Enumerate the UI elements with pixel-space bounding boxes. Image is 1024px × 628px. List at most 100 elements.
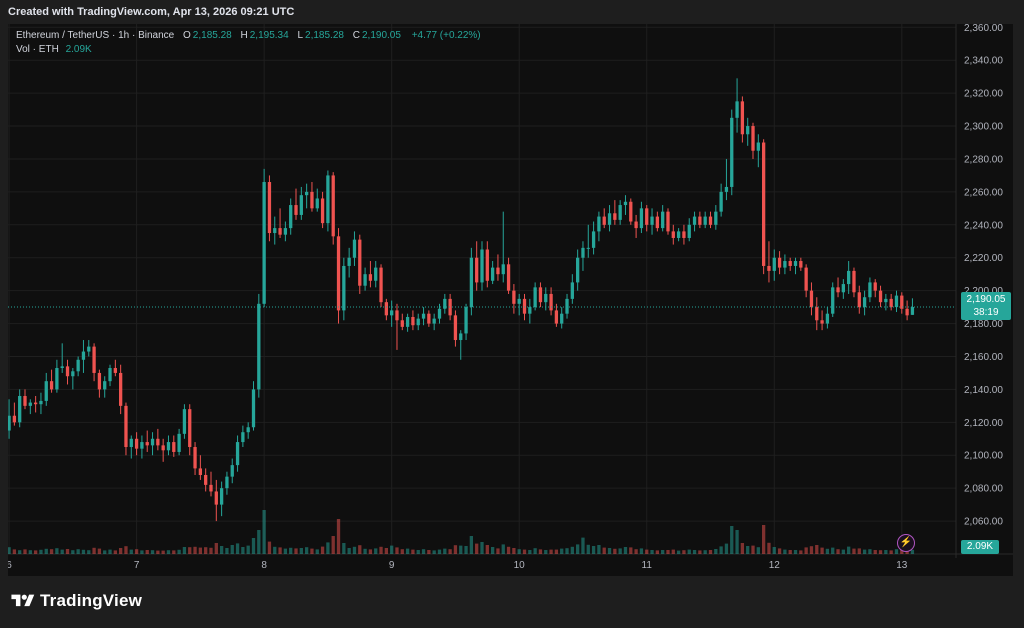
chart-area[interactable]: 2,060.00 2,080.00 2,100.00 2,120.00 2,140.00… [8, 24, 1013, 576]
volume-bar [427, 550, 431, 554]
candle-body [129, 438, 133, 448]
candle-body [49, 381, 54, 390]
candle-body [18, 395, 22, 423]
candle-body [230, 465, 234, 477]
candle-body [273, 228, 277, 234]
candle-body [384, 302, 388, 316]
candle-body [485, 249, 489, 281]
volume-bar [692, 550, 697, 554]
volume-bar [177, 549, 181, 554]
x-tick-label: 13 [896, 560, 908, 571]
candle-body [23, 395, 27, 406]
candle-body [799, 261, 803, 268]
y-tick-label: 2,200.00 [964, 286, 1003, 297]
candle-body [692, 216, 697, 225]
candle-body [629, 201, 633, 222]
volume-bar [156, 550, 160, 554]
candle-body [661, 211, 665, 229]
candle-body [698, 216, 702, 225]
open-label: O [183, 30, 191, 41]
volume-bar [761, 525, 766, 554]
volume-bar [374, 548, 378, 554]
volume-label[interactable]: Vol · ETH [16, 44, 59, 55]
volume-bar [533, 548, 537, 554]
x-tick-label: 12 [769, 560, 781, 571]
banner-text: Created with TradingView.com, Apr 13, 20… [8, 6, 295, 18]
y-tick-label: 2,180.00 [964, 319, 1003, 330]
volume-bar [188, 547, 192, 554]
y-tick-label: 2,060.00 [964, 517, 1003, 528]
volume-bar [28, 550, 32, 554]
volume-bar [772, 547, 776, 554]
candle-body [836, 287, 840, 293]
bolt-icon[interactable]: ⚡ [897, 534, 915, 552]
symbol-title[interactable]: Ethereum / TetherUS · 1h · Binance [16, 30, 175, 41]
candle-body [809, 290, 814, 308]
y-tick-label: 2,320.00 [964, 89, 1003, 100]
candle-body [905, 308, 909, 316]
volume-bar [485, 545, 489, 554]
volume-bar [310, 548, 314, 554]
candle-body [894, 295, 899, 308]
tradingview-logo[interactable]: TradingView [10, 591, 142, 611]
candle-body [772, 257, 776, 271]
candle-body [522, 298, 527, 314]
volume-bar [33, 550, 38, 554]
volume-bar [905, 550, 909, 554]
y-tick-label: 2,100.00 [964, 451, 1003, 462]
candle-body [469, 257, 474, 308]
volume-bar [480, 542, 484, 554]
volume-bar [512, 548, 516, 554]
volume-bar [49, 549, 54, 554]
y-tick-label: 2,220.00 [964, 253, 1003, 264]
change-value: +4.77 (+0.22%) [411, 30, 481, 41]
candlestick-chart[interactable]: 2,060.00 2,080.00 2,100.00 2,120.00 2,140.00… [8, 24, 1013, 576]
candle-body [767, 265, 771, 271]
volume-bar [294, 548, 298, 554]
volume-bar [453, 545, 458, 554]
candle-body [597, 216, 601, 232]
candle-body [342, 265, 346, 311]
volume-bar [634, 549, 638, 554]
candle-body [331, 175, 335, 237]
candle-body [650, 216, 654, 225]
candle-body [623, 201, 628, 206]
candle-body [804, 267, 808, 291]
volume-bar [629, 547, 633, 554]
candle-body [724, 186, 729, 192]
volume-bar [193, 546, 197, 554]
candle-body [756, 142, 760, 151]
candle-body [528, 307, 532, 314]
volume-bar [437, 549, 442, 554]
volume-bar [793, 550, 798, 554]
candle-body [60, 366, 64, 369]
candle-body [538, 287, 543, 303]
candle-body [873, 282, 877, 291]
volume-bar [799, 550, 803, 554]
candle-body [304, 191, 309, 196]
bar-countdown: 38:19 [973, 307, 999, 318]
volume-bar [204, 547, 208, 554]
candle-body [783, 261, 787, 268]
candle-body [554, 310, 559, 324]
ohlc-legend: Ethereum / TetherUS · 1h · Binance O 2,18… [16, 30, 487, 41]
volume-bar [12, 549, 17, 554]
candle-body [857, 292, 861, 308]
volume-bar [209, 547, 213, 554]
candle-body [687, 224, 691, 238]
volume-bar [490, 547, 495, 554]
volume-bar [368, 549, 373, 554]
volume-bar [496, 548, 500, 554]
volume-bar [246, 545, 250, 554]
volume-bar [219, 546, 224, 554]
volume-bar [836, 549, 840, 554]
volume-bar [358, 545, 362, 554]
candle-body [251, 389, 256, 428]
candle-body [645, 208, 649, 225]
candle-body [299, 195, 303, 215]
volume-bar [655, 550, 660, 554]
candle-body [910, 307, 915, 315]
y-tick-label: 2,120.00 [964, 418, 1003, 429]
candle-body [108, 368, 112, 382]
volume-bar [767, 542, 771, 554]
